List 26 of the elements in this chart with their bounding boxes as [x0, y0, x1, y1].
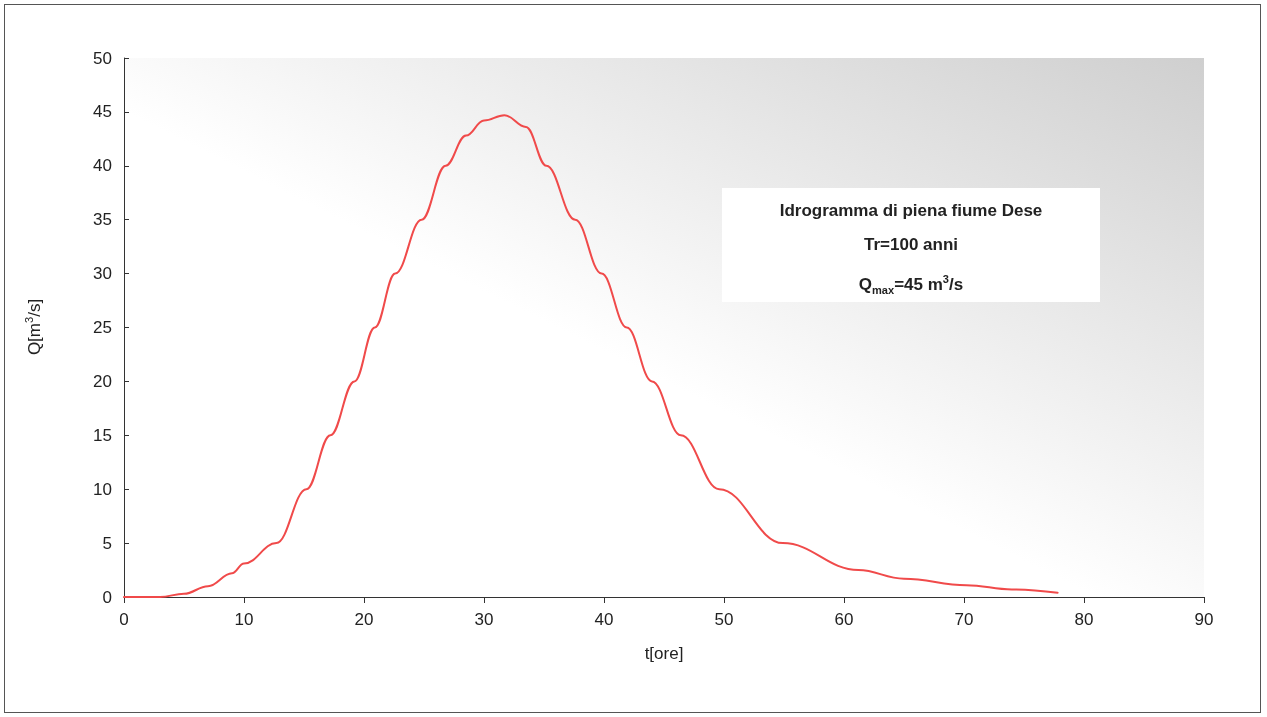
x-tick-label: 0 — [119, 610, 129, 629]
annotation: Q$_{max}$=45 m$^{3}$/s — [857, 272, 965, 299]
y-tick-label: 30 — [93, 264, 112, 284]
y-tick-label: 20 — [93, 371, 112, 391]
y-tick-label: 0 — [102, 587, 112, 607]
x-tick-label: 90 — [1194, 610, 1214, 629]
y-tick-label: 40 — [93, 156, 112, 176]
y-tick-label: 5 — [102, 533, 112, 553]
line-series — [123, 114, 1059, 598]
x-tick-label: 70 — [954, 610, 974, 629]
x-tick-label: 80 — [1074, 610, 1094, 629]
annotation: Tr=100 anni — [863, 234, 959, 256]
x-tick-label: 40 — [594, 610, 614, 629]
x-tick-label: 50 — [714, 610, 734, 629]
y-tick-label: 45 — [93, 102, 112, 122]
y-tick-label: 35 — [93, 210, 112, 230]
x-tick-label: 30 — [474, 610, 494, 629]
y-tick-label: 50 — [93, 48, 112, 68]
text-box: Idrogramma di piena fiume Dese Tr=100 anni Q$_{max}$=45 m$^{3}$/s — [722, 188, 1100, 302]
x-tick-label: 60 — [834, 610, 854, 629]
y-tick-label: 15 — [93, 425, 112, 445]
x-axis-title: t[ore] — [644, 644, 684, 663]
y-tick-label: 10 — [93, 479, 112, 499]
x-tick-label: 10 — [234, 610, 254, 629]
y-tick-label: 25 — [93, 318, 112, 337]
x-tick-label: 20 — [354, 610, 374, 629]
